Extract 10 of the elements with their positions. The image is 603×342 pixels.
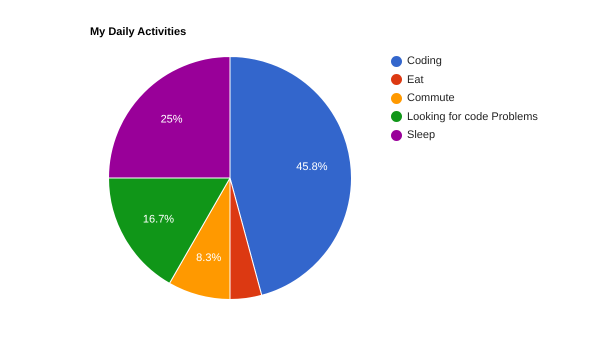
legend-label: Sleep	[407, 129, 436, 142]
data-label: 8.3%	[196, 252, 222, 264]
data-label: 16.7%	[142, 213, 174, 226]
data-label: 25%	[160, 114, 183, 126]
legend-label: Looking for code Problems	[407, 110, 538, 123]
chart-title: My Daily Activities	[90, 26, 186, 38]
data-label: 45.8%	[296, 161, 328, 174]
legend-label: Coding	[407, 55, 442, 68]
legend-label: Eat	[407, 74, 424, 86]
legend-label: Commute	[407, 92, 455, 104]
